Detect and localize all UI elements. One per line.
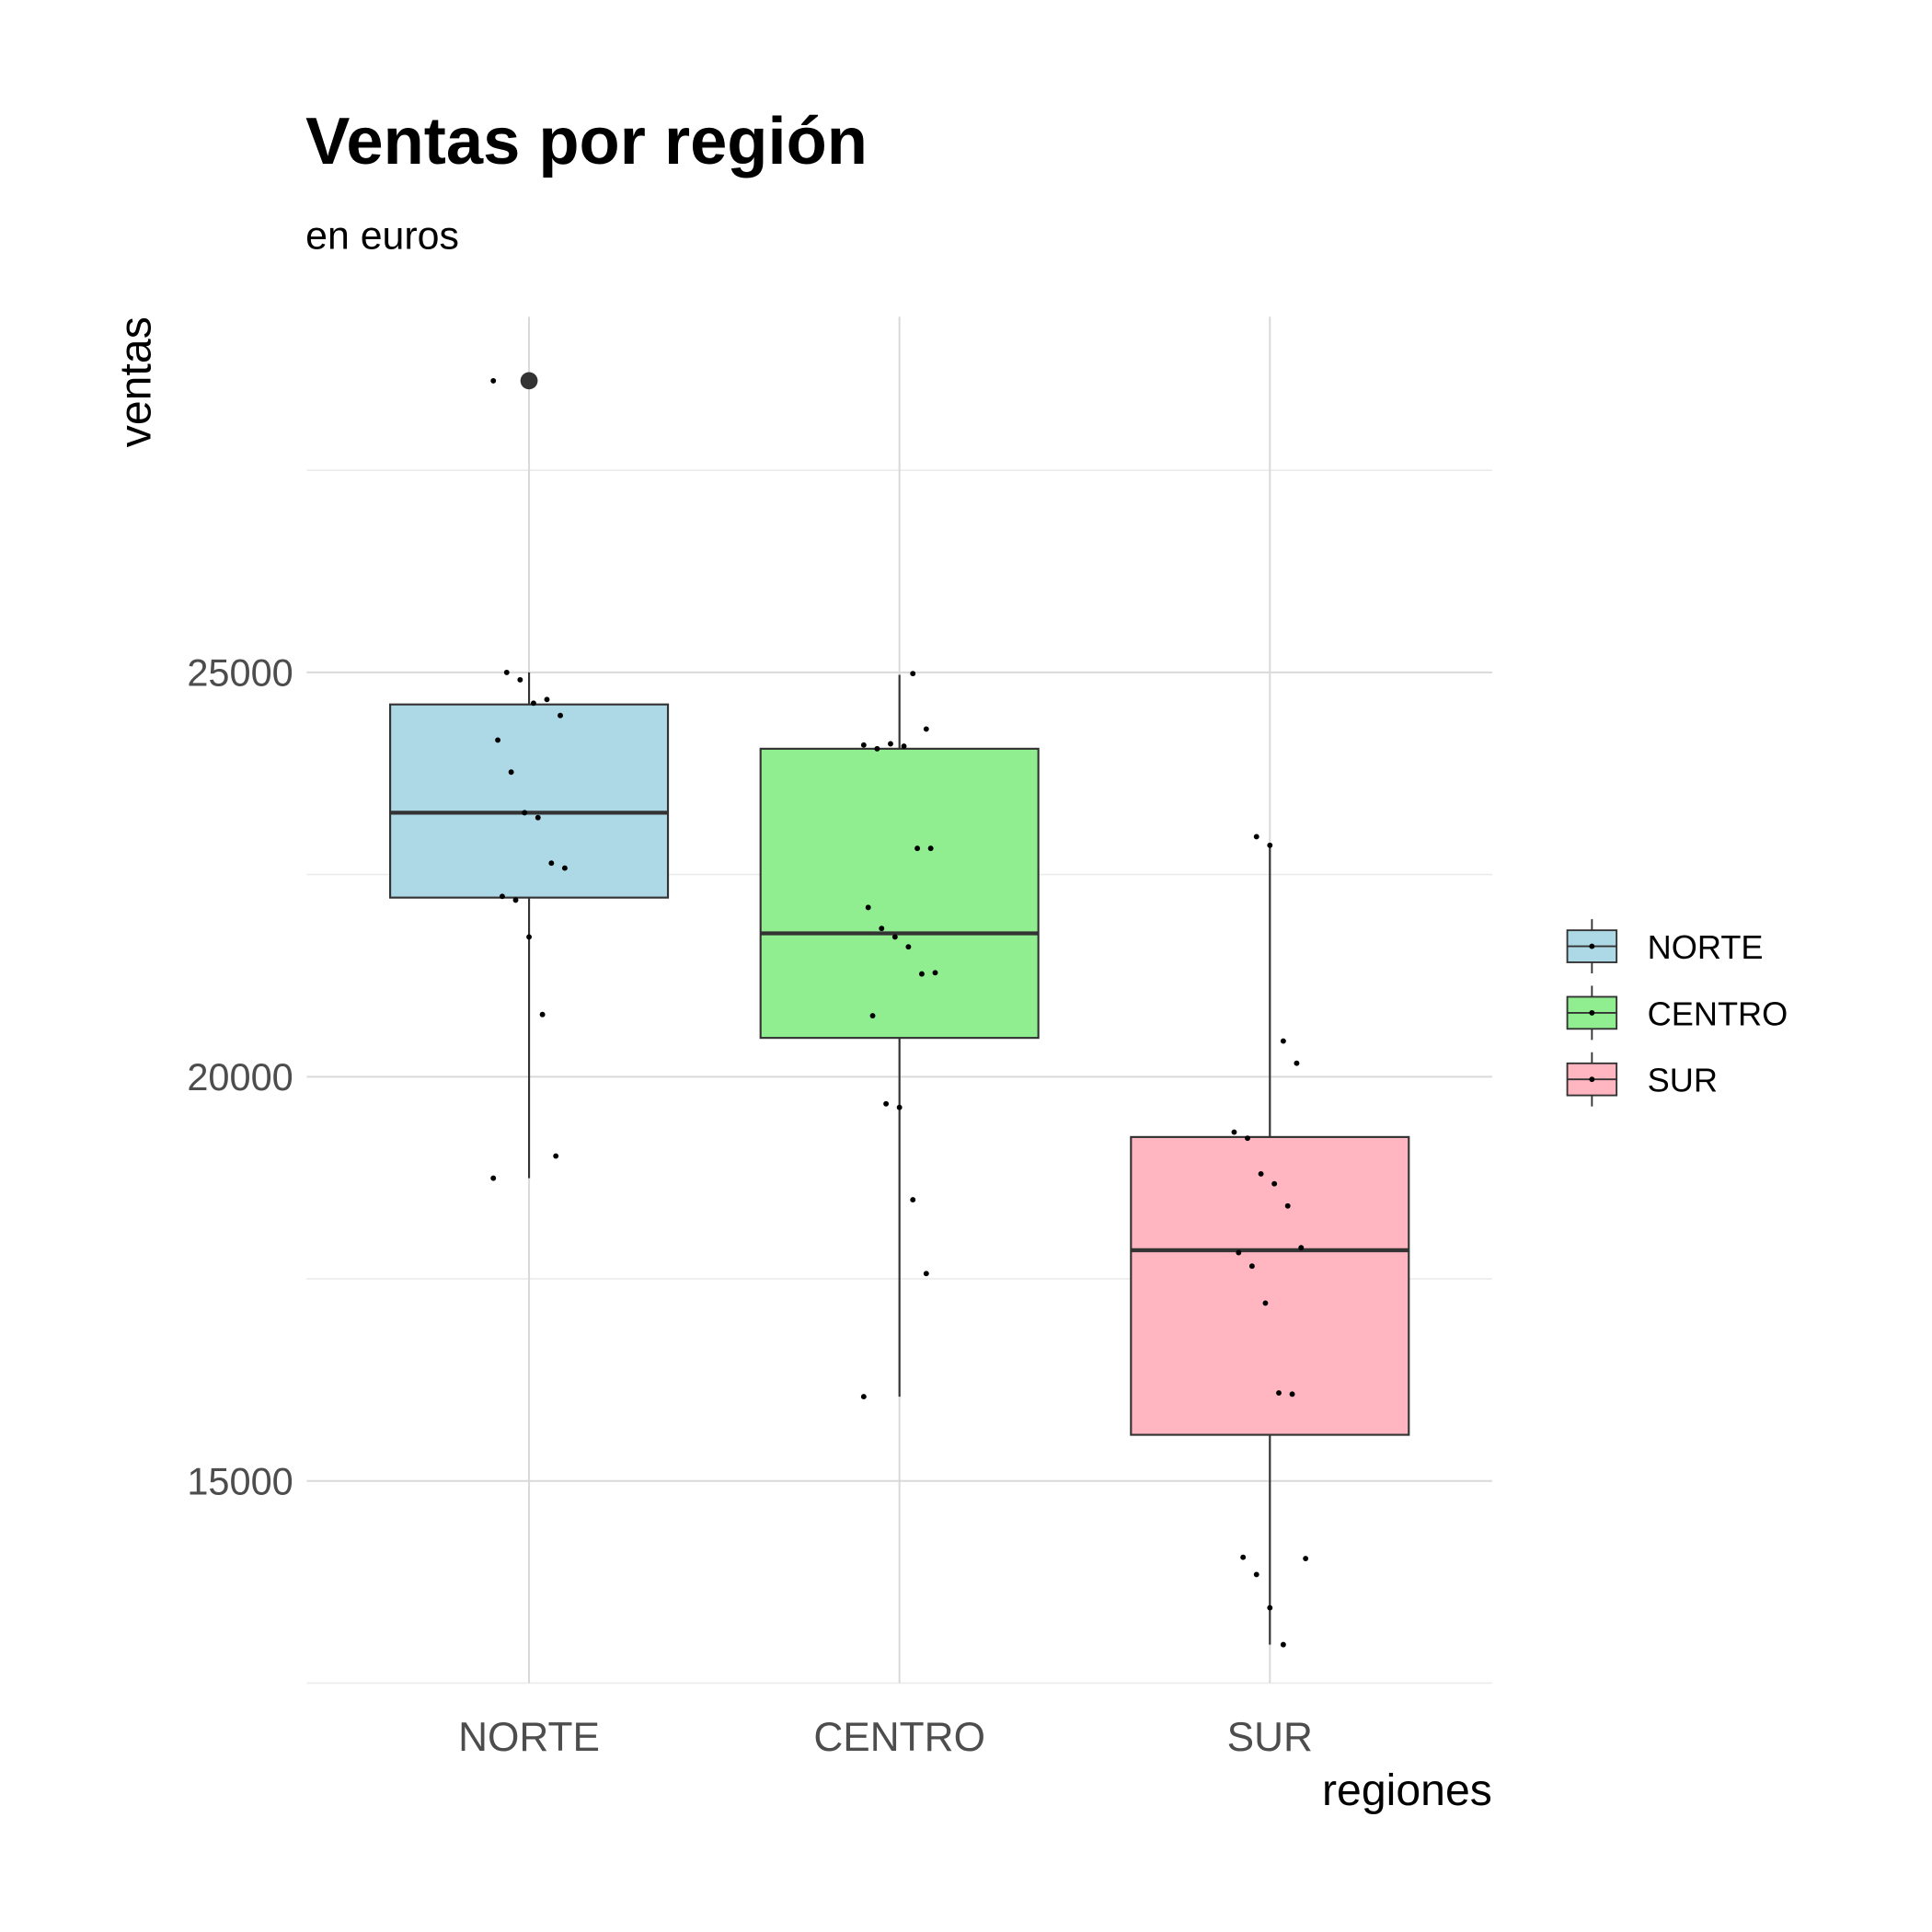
point (927, 845, 934, 852)
x-tick-label: NORTE (458, 1715, 600, 1760)
point (910, 1197, 916, 1203)
point (499, 893, 505, 900)
point (860, 742, 867, 748)
point (865, 904, 871, 911)
legend-label: NORTE (1648, 928, 1764, 966)
point (1262, 1300, 1269, 1306)
y-axis-label: ventas (110, 316, 160, 447)
point (1289, 1391, 1295, 1397)
point (517, 676, 523, 683)
legend-label: SUR (1648, 1062, 1718, 1099)
x-axis-label: regiones (1322, 1765, 1492, 1815)
y-tick-label: 20000 (187, 1055, 293, 1098)
point (1253, 834, 1259, 840)
point (558, 712, 563, 719)
point (1240, 1554, 1247, 1560)
legend-key-dot (1589, 1009, 1595, 1016)
point (526, 934, 533, 940)
point (1253, 1571, 1259, 1578)
point (879, 926, 885, 932)
legend-label: CENTRO (1648, 995, 1788, 1032)
point (905, 944, 912, 950)
point (888, 741, 893, 747)
point (1276, 1390, 1282, 1396)
point (508, 769, 514, 776)
box (389, 703, 670, 899)
y-tick-label: 25000 (187, 651, 293, 695)
point (1236, 1249, 1242, 1256)
point (1231, 1129, 1237, 1135)
point (896, 1104, 903, 1110)
point (1248, 1263, 1255, 1270)
x-tick-label: CENTRO (813, 1715, 985, 1760)
point (535, 814, 541, 821)
point (553, 1153, 559, 1159)
point (512, 897, 519, 903)
point (910, 671, 916, 677)
outlier (520, 372, 538, 390)
point (869, 1013, 876, 1019)
point (923, 726, 929, 732)
point (891, 934, 898, 940)
point (522, 810, 528, 816)
point (932, 970, 938, 976)
point (490, 377, 497, 384)
legend-key-dot (1589, 943, 1595, 949)
point (495, 737, 501, 743)
point (1280, 1038, 1286, 1044)
point (1294, 1060, 1300, 1066)
point (503, 669, 510, 675)
chart-title: Ventas por región (305, 105, 868, 178)
chart-subtitle: en euros (305, 214, 459, 259)
point (923, 1271, 929, 1277)
point (544, 696, 550, 703)
point (1280, 1641, 1286, 1648)
point (1258, 1171, 1264, 1177)
box (1130, 1135, 1410, 1436)
point (539, 1011, 546, 1018)
point (901, 743, 907, 750)
point (914, 845, 921, 852)
point (874, 745, 880, 752)
point (1303, 1556, 1309, 1561)
point (1298, 1245, 1305, 1251)
point (1271, 1180, 1278, 1187)
y-tick-label: 15000 (187, 1459, 293, 1502)
point (919, 971, 925, 977)
point (1267, 842, 1273, 848)
point (490, 1175, 497, 1181)
point (1267, 1604, 1273, 1611)
point (548, 860, 555, 867)
point (883, 1100, 890, 1107)
point (1245, 1135, 1250, 1142)
point (860, 1394, 867, 1400)
legend-key-dot (1589, 1076, 1595, 1083)
point (530, 700, 536, 707)
box (759, 747, 1040, 1040)
point (561, 865, 568, 871)
x-tick-label: SUR (1227, 1715, 1313, 1760)
point (1284, 1202, 1291, 1209)
